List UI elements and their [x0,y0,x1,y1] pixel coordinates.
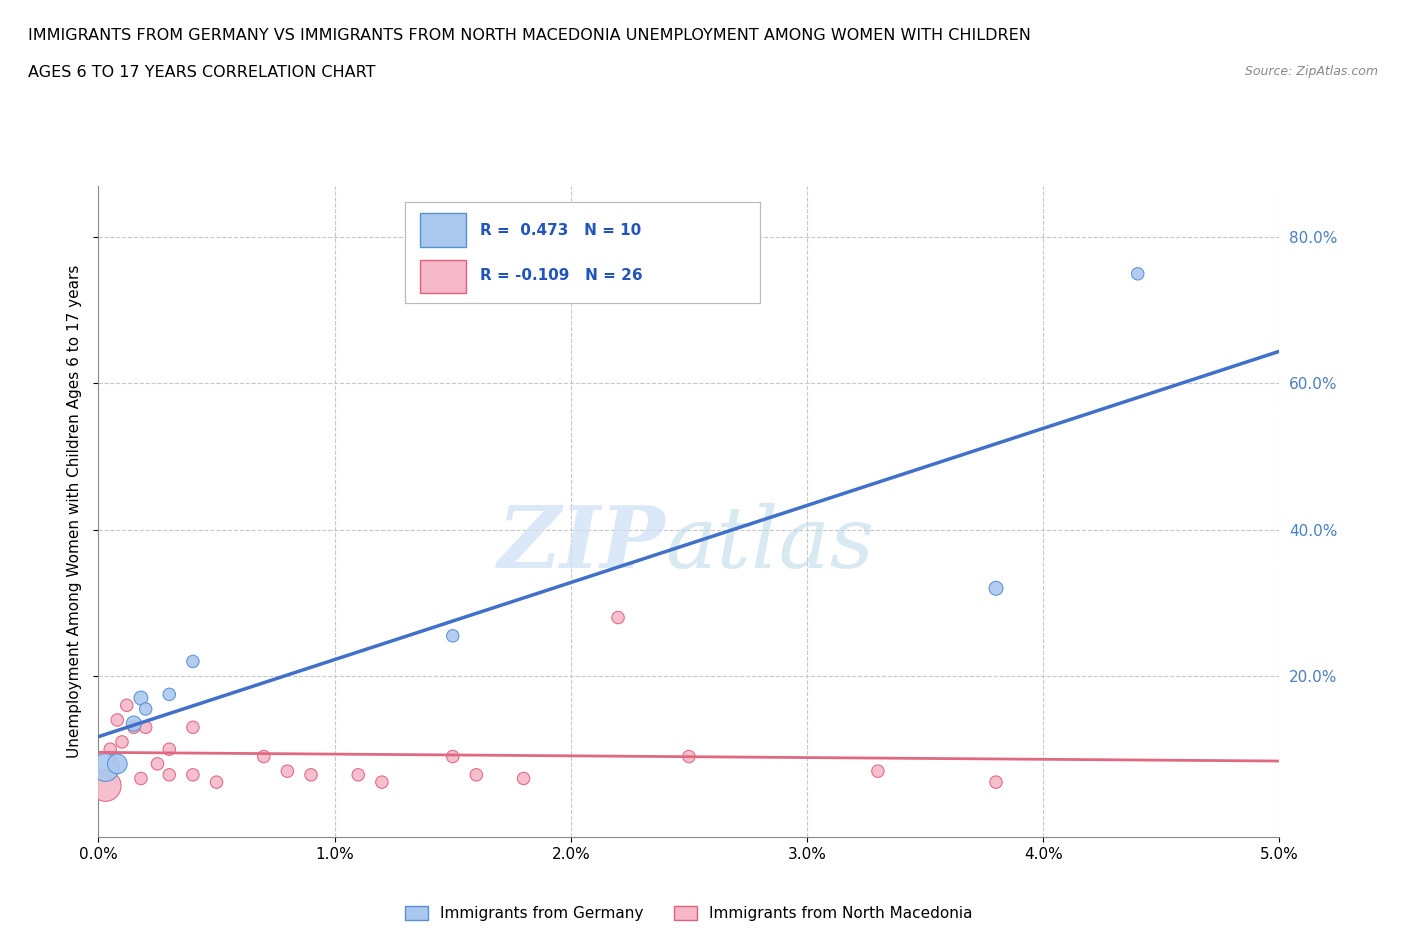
Point [441,629,464,644]
Point [122,720,145,735]
Point [94,778,117,793]
Point [441,749,464,764]
Point [866,764,889,778]
Text: Source: ZipAtlas.com: Source: ZipAtlas.com [1244,65,1378,78]
Point [157,767,180,782]
Text: IMMIGRANTS FROM GERMANY VS IMMIGRANTS FROM NORTH MACEDONIA UNEMPLOYMENT AMONG WO: IMMIGRANTS FROM GERMANY VS IMMIGRANTS FR… [28,28,1031,43]
Point [129,691,152,706]
Point [157,742,180,757]
Point [347,767,370,782]
Point [135,701,157,716]
Point [678,749,700,764]
Point [181,767,204,782]
Point [984,775,1007,790]
Point [299,767,322,782]
Point [1126,266,1149,281]
Y-axis label: Unemployment Among Women with Children Ages 6 to 17 years: Unemployment Among Women with Children A… [67,265,83,758]
Point [105,756,128,771]
Point [98,742,121,757]
Point [129,771,152,786]
Point [181,720,204,735]
Point [205,775,228,790]
Text: ZIP: ZIP [498,502,665,586]
Text: atlas: atlas [665,503,875,585]
Point [984,581,1007,596]
Legend: Immigrants from Germany, Immigrants from North Macedonia: Immigrants from Germany, Immigrants from… [399,899,979,927]
Point [465,767,488,782]
Point [94,760,117,775]
Point [253,749,276,764]
Point [181,654,204,669]
Point [135,720,157,735]
Point [157,687,180,702]
Point [122,716,145,731]
Point [111,735,134,750]
Text: AGES 6 TO 17 YEARS CORRELATION CHART: AGES 6 TO 17 YEARS CORRELATION CHART [28,65,375,80]
Point [105,712,128,727]
Point [371,775,394,790]
Point [607,610,630,625]
Point [115,698,138,712]
Point [512,771,534,786]
Point [276,764,298,778]
Point [146,756,169,771]
